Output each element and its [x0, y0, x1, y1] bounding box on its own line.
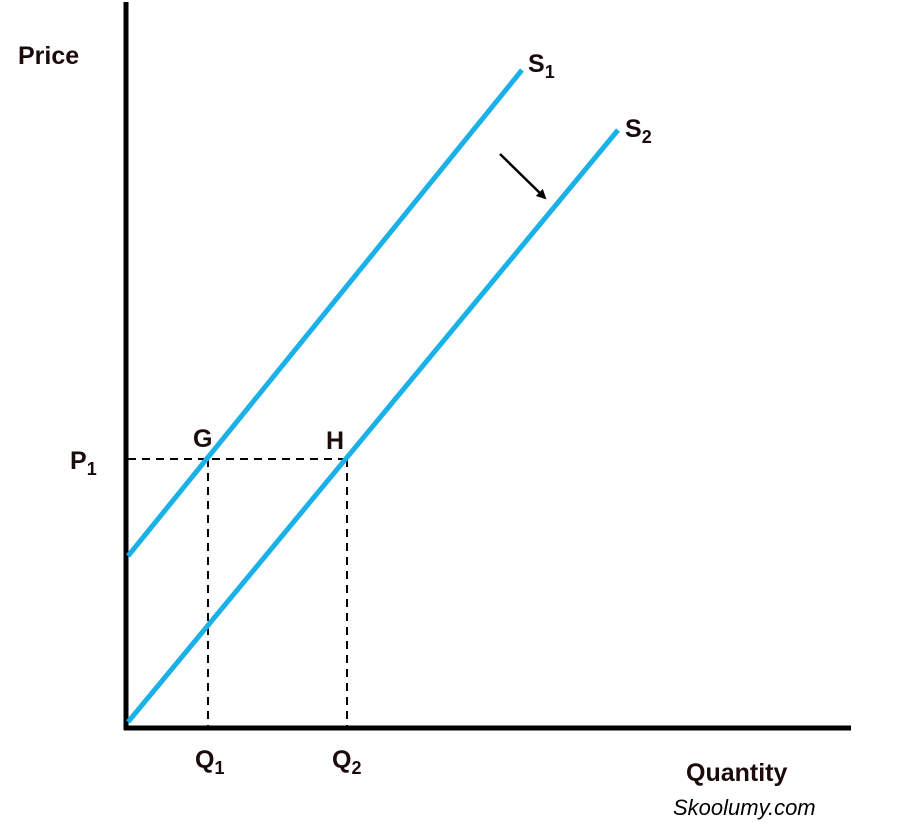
- x-axis-label: Quantity: [686, 759, 787, 787]
- price-letter: P: [70, 447, 87, 475]
- curve-letter: S: [625, 115, 642, 143]
- curve-label: S2: [625, 115, 652, 147]
- curve-subscript: 2: [642, 127, 652, 147]
- point-label: H: [326, 427, 344, 455]
- supply-curve-2: [126, 128, 620, 724]
- point-label: G: [193, 425, 212, 453]
- watermark: Skoolumy.com: [673, 795, 816, 820]
- guides: [128, 458, 348, 726]
- shift-arrow: [499, 153, 547, 200]
- supply-curve-1: [126, 68, 524, 558]
- price-subscript: 1: [87, 459, 97, 479]
- quantity-label: Q1: [195, 746, 224, 778]
- y-axis-label: Price: [18, 42, 79, 70]
- quantity-label: Q2: [332, 746, 361, 778]
- quantity-subscript: 1: [214, 758, 224, 778]
- quantity-letter: Q: [332, 746, 351, 774]
- curve-label: S1: [528, 50, 555, 82]
- curve-letter: S: [528, 50, 545, 78]
- curve-subscript: 1: [545, 62, 555, 82]
- quantity-subscript: 2: [351, 758, 361, 778]
- price-label: P1: [70, 447, 97, 479]
- quantity-letter: Q: [195, 746, 214, 774]
